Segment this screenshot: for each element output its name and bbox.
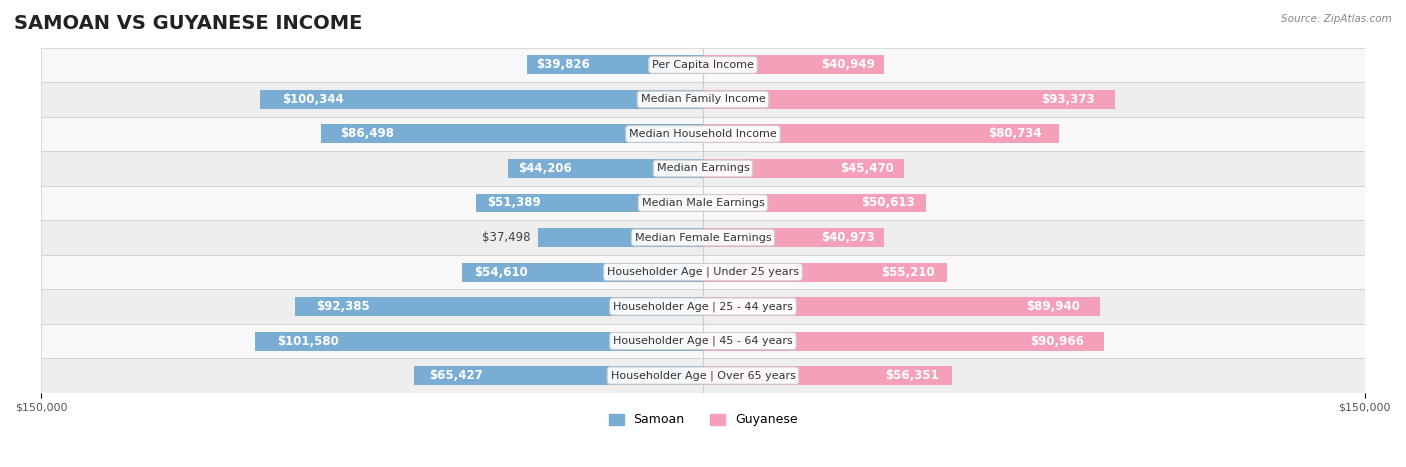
Text: $55,210: $55,210: [880, 266, 935, 278]
Text: SAMOAN VS GUYANESE INCOME: SAMOAN VS GUYANESE INCOME: [14, 14, 363, 33]
Text: $50,613: $50,613: [862, 197, 915, 210]
Bar: [295, 297, 703, 316]
Text: Median Household Income: Median Household Income: [628, 129, 778, 139]
Bar: [703, 90, 1115, 109]
Text: $51,389: $51,389: [488, 197, 541, 210]
Text: Per Capita Income: Per Capita Income: [652, 60, 754, 70]
Text: Median Female Earnings: Median Female Earnings: [634, 233, 772, 242]
Bar: [703, 125, 1059, 143]
Bar: [41, 48, 1365, 82]
Text: Householder Age | 45 - 64 years: Householder Age | 45 - 64 years: [613, 336, 793, 347]
Text: $54,610: $54,610: [474, 266, 527, 278]
Text: $93,373: $93,373: [1040, 93, 1094, 106]
Bar: [703, 228, 884, 247]
Text: Median Male Earnings: Median Male Earnings: [641, 198, 765, 208]
Legend: Samoan, Guyanese: Samoan, Guyanese: [603, 409, 803, 432]
Text: $44,206: $44,206: [517, 162, 571, 175]
Bar: [463, 262, 703, 282]
Text: $39,826: $39,826: [536, 58, 591, 71]
Bar: [508, 159, 703, 178]
Bar: [322, 125, 703, 143]
Bar: [703, 332, 1104, 351]
Bar: [703, 262, 946, 282]
Text: $40,973: $40,973: [821, 231, 875, 244]
Text: Median Family Income: Median Family Income: [641, 94, 765, 105]
Bar: [41, 289, 1365, 324]
Text: $100,344: $100,344: [283, 93, 344, 106]
Bar: [703, 366, 952, 385]
Text: Householder Age | 25 - 44 years: Householder Age | 25 - 44 years: [613, 301, 793, 312]
Text: $92,385: $92,385: [316, 300, 370, 313]
Bar: [41, 117, 1365, 151]
Text: Householder Age | Over 65 years: Householder Age | Over 65 years: [610, 370, 796, 381]
Bar: [537, 228, 703, 247]
Bar: [41, 324, 1365, 358]
Text: Source: ZipAtlas.com: Source: ZipAtlas.com: [1281, 14, 1392, 24]
Bar: [254, 332, 703, 351]
Text: $65,427: $65,427: [429, 369, 482, 382]
Text: $89,940: $89,940: [1026, 300, 1080, 313]
Text: Median Earnings: Median Earnings: [657, 163, 749, 173]
Bar: [703, 297, 1099, 316]
Bar: [477, 193, 703, 212]
Text: $86,498: $86,498: [340, 127, 395, 141]
Bar: [41, 358, 1365, 393]
Text: $45,470: $45,470: [839, 162, 894, 175]
Text: $90,966: $90,966: [1031, 334, 1084, 347]
Bar: [41, 255, 1365, 289]
Text: $40,949: $40,949: [821, 58, 875, 71]
Bar: [703, 159, 904, 178]
Text: $80,734: $80,734: [988, 127, 1042, 141]
Text: $37,498: $37,498: [482, 231, 531, 244]
Bar: [41, 151, 1365, 186]
Bar: [703, 56, 883, 74]
Text: $101,580: $101,580: [277, 334, 339, 347]
Text: Householder Age | Under 25 years: Householder Age | Under 25 years: [607, 267, 799, 277]
Bar: [415, 366, 703, 385]
Bar: [260, 90, 703, 109]
Bar: [527, 56, 703, 74]
Bar: [703, 193, 927, 212]
Bar: [41, 186, 1365, 220]
Bar: [41, 82, 1365, 117]
Bar: [41, 220, 1365, 255]
Text: $56,351: $56,351: [886, 369, 939, 382]
